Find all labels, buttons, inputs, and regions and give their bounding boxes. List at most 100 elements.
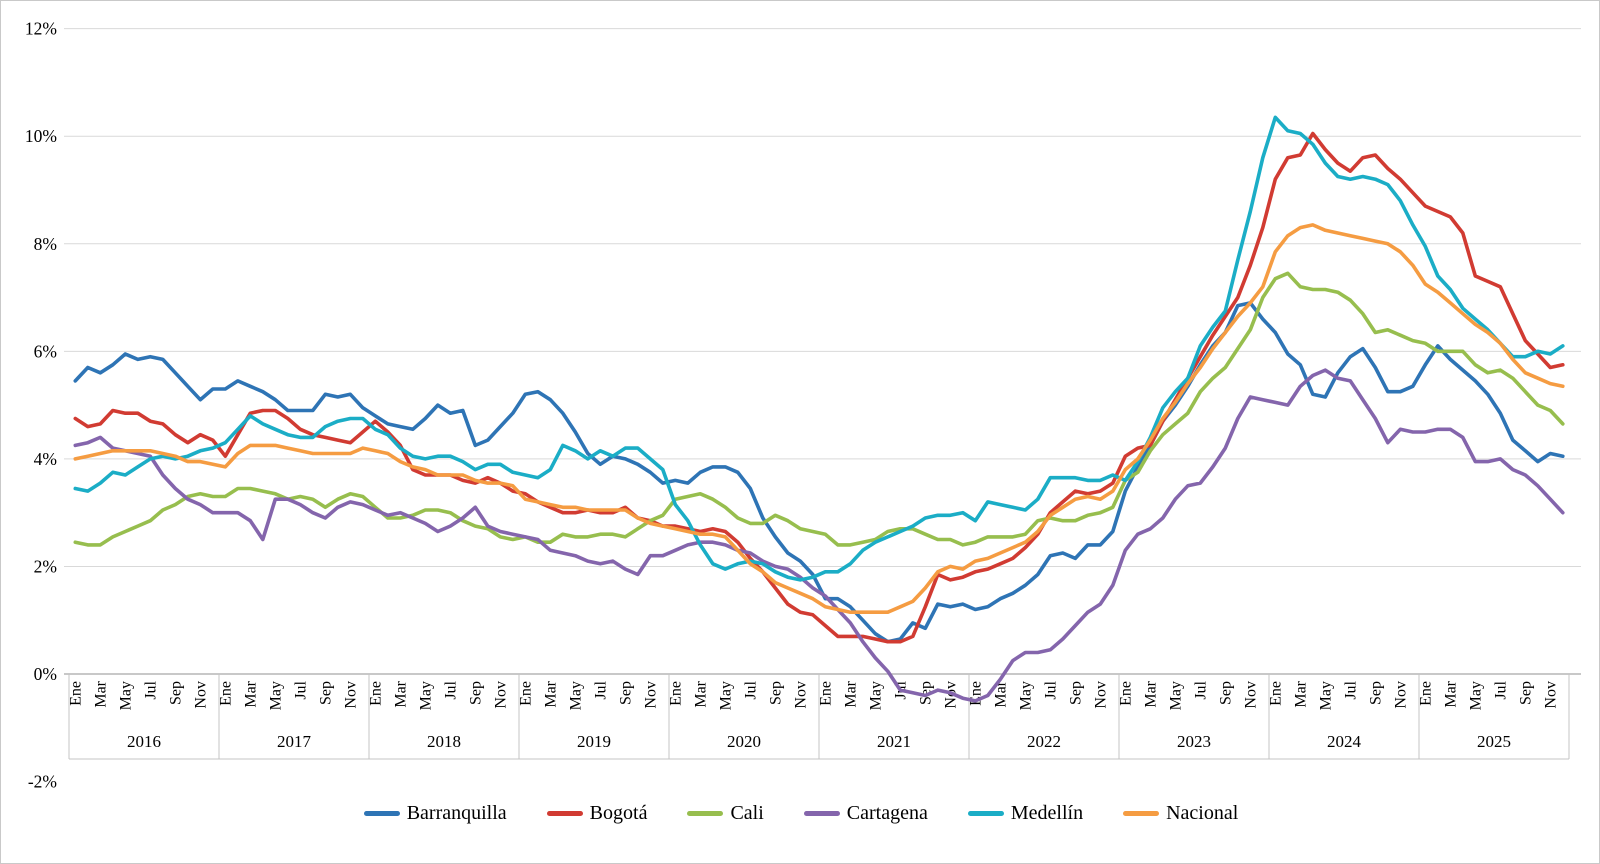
x-month-label: Mar bbox=[392, 680, 409, 707]
series-line-medellin[interactable] bbox=[73, 115, 1565, 582]
legend-line-swatch bbox=[546, 810, 583, 816]
x-month-label: Jul bbox=[592, 680, 609, 699]
x-month-label: Ene bbox=[217, 681, 234, 706]
x-month-label: Nov bbox=[1392, 681, 1409, 709]
series-line-cartagena[interactable] bbox=[73, 368, 1565, 703]
x-month-label: Mar bbox=[1292, 680, 1309, 707]
x-month-label: May bbox=[867, 681, 884, 710]
x-month-label: May bbox=[1167, 681, 1184, 710]
x-month-label: Sep bbox=[617, 681, 634, 705]
legend-label: Bogotá bbox=[589, 801, 648, 824]
x-month-label: Nov bbox=[642, 681, 659, 709]
x-month-label: Jul bbox=[742, 680, 759, 699]
x-month-label: Sep bbox=[1517, 681, 1534, 705]
x-month-label: Sep bbox=[317, 681, 334, 705]
series-line-cali[interactable] bbox=[73, 271, 1565, 547]
legend-line-swatch bbox=[687, 810, 724, 816]
x-month-label: May bbox=[717, 681, 734, 710]
x-month-label: Mar bbox=[542, 680, 559, 707]
legend-label: Medellín bbox=[1010, 801, 1084, 824]
x-month-label: May bbox=[1017, 681, 1034, 710]
x-month-label: May bbox=[117, 681, 134, 710]
legend-item[interactable]: Barranquilla bbox=[363, 801, 507, 825]
x-month-label: Sep bbox=[167, 681, 184, 705]
legend-line-swatch bbox=[803, 810, 840, 816]
x-month-label: Sep bbox=[767, 681, 784, 705]
x-month-label: May bbox=[417, 681, 434, 710]
x-month-label: Nov bbox=[792, 681, 809, 709]
legend-item[interactable]: Medellín bbox=[967, 801, 1084, 825]
legend-item[interactable]: Cali bbox=[687, 801, 764, 825]
x-year-label: 2017 bbox=[277, 732, 312, 751]
y-tick-label: 6% bbox=[34, 341, 57, 361]
x-month-label: Ene bbox=[517, 681, 534, 706]
x-month-label: Mar bbox=[1442, 680, 1459, 707]
x-month-label: Ene bbox=[67, 681, 84, 706]
x-year-label: 2021 bbox=[877, 732, 911, 751]
legend-label: Cartagena bbox=[846, 801, 928, 824]
legend-item[interactable]: Nacional bbox=[1123, 802, 1238, 825]
legend-label: Barranquilla bbox=[406, 801, 507, 824]
x-month-label: May bbox=[1317, 681, 1334, 710]
x-month-label: Mar bbox=[242, 680, 259, 707]
y-tick-label: 12% bbox=[25, 19, 57, 39]
x-month-label: Nov bbox=[492, 681, 509, 709]
x-year-label: 2019 bbox=[577, 732, 611, 751]
x-month-label: Jul bbox=[142, 680, 159, 699]
x-month-label: Ene bbox=[817, 681, 834, 706]
legend-label: Nacional bbox=[1166, 801, 1239, 824]
x-month-label: Mar bbox=[692, 680, 709, 707]
x-month-label: Sep bbox=[1217, 681, 1234, 705]
legend-line-swatch bbox=[1123, 810, 1160, 816]
y-tick-label: -2% bbox=[28, 772, 57, 792]
y-tick-label: 2% bbox=[34, 556, 57, 576]
legend-label: Cali bbox=[730, 801, 764, 824]
x-month-label: Ene bbox=[1417, 681, 1434, 706]
series-line-nacional[interactable] bbox=[73, 223, 1565, 615]
chart-legend: Barranquilla Bogotá Cali Cartagena Medellín N… bbox=[1, 793, 1599, 833]
legend-item[interactable]: Bogotá bbox=[546, 801, 648, 825]
x-year-label: 2024 bbox=[1327, 732, 1362, 751]
series-line-bogota[interactable] bbox=[73, 131, 1565, 644]
x-year-label: 2023 bbox=[1177, 732, 1211, 751]
x-month-label: Ene bbox=[667, 681, 684, 706]
x-month-label: Mar bbox=[842, 680, 859, 707]
legend-line-swatch bbox=[967, 810, 1004, 816]
x-year-label: 2018 bbox=[427, 732, 461, 751]
x-year-label: 2022 bbox=[1027, 732, 1061, 751]
y-tick-label: 4% bbox=[34, 449, 57, 469]
y-tick-label: 8% bbox=[34, 234, 57, 254]
x-month-label: Nov bbox=[192, 681, 209, 709]
x-month-label: May bbox=[267, 681, 284, 710]
x-month-label: Nov bbox=[1242, 681, 1259, 709]
x-month-label: Jul bbox=[1042, 680, 1059, 699]
x-month-label: Nov bbox=[342, 681, 359, 709]
x-month-label: Nov bbox=[1092, 681, 1109, 709]
x-year-label: 2016 bbox=[127, 732, 161, 751]
x-month-label: Ene bbox=[1267, 681, 1284, 706]
x-year-label: 2025 bbox=[1477, 732, 1511, 751]
y-tick-label: 0% bbox=[34, 664, 57, 684]
x-month-label: Nov bbox=[1542, 681, 1559, 709]
x-month-label: Jul bbox=[292, 680, 309, 699]
series-line-barranquilla[interactable] bbox=[73, 301, 1565, 644]
x-month-label: Jul bbox=[1192, 680, 1209, 699]
x-month-label: Sep bbox=[917, 681, 934, 705]
x-month-label: Mar bbox=[92, 680, 109, 707]
x-month-label: Jul bbox=[442, 680, 459, 699]
y-tick-label: 10% bbox=[25, 126, 57, 146]
x-month-label: Sep bbox=[1367, 681, 1384, 705]
x-month-label: May bbox=[1467, 681, 1484, 710]
x-month-label: Ene bbox=[367, 681, 384, 706]
legend-item[interactable]: Cartagena bbox=[803, 801, 928, 825]
x-year-label: 2020 bbox=[727, 732, 761, 751]
x-month-label: Ene bbox=[1117, 681, 1134, 706]
x-month-label: Mar bbox=[1142, 680, 1159, 707]
x-month-label: Sep bbox=[467, 681, 484, 705]
legend-line-swatch bbox=[363, 810, 400, 816]
x-month-label: Jul bbox=[1342, 680, 1359, 699]
x-month-label: May bbox=[567, 681, 584, 710]
x-month-label: Jul bbox=[1492, 680, 1509, 699]
